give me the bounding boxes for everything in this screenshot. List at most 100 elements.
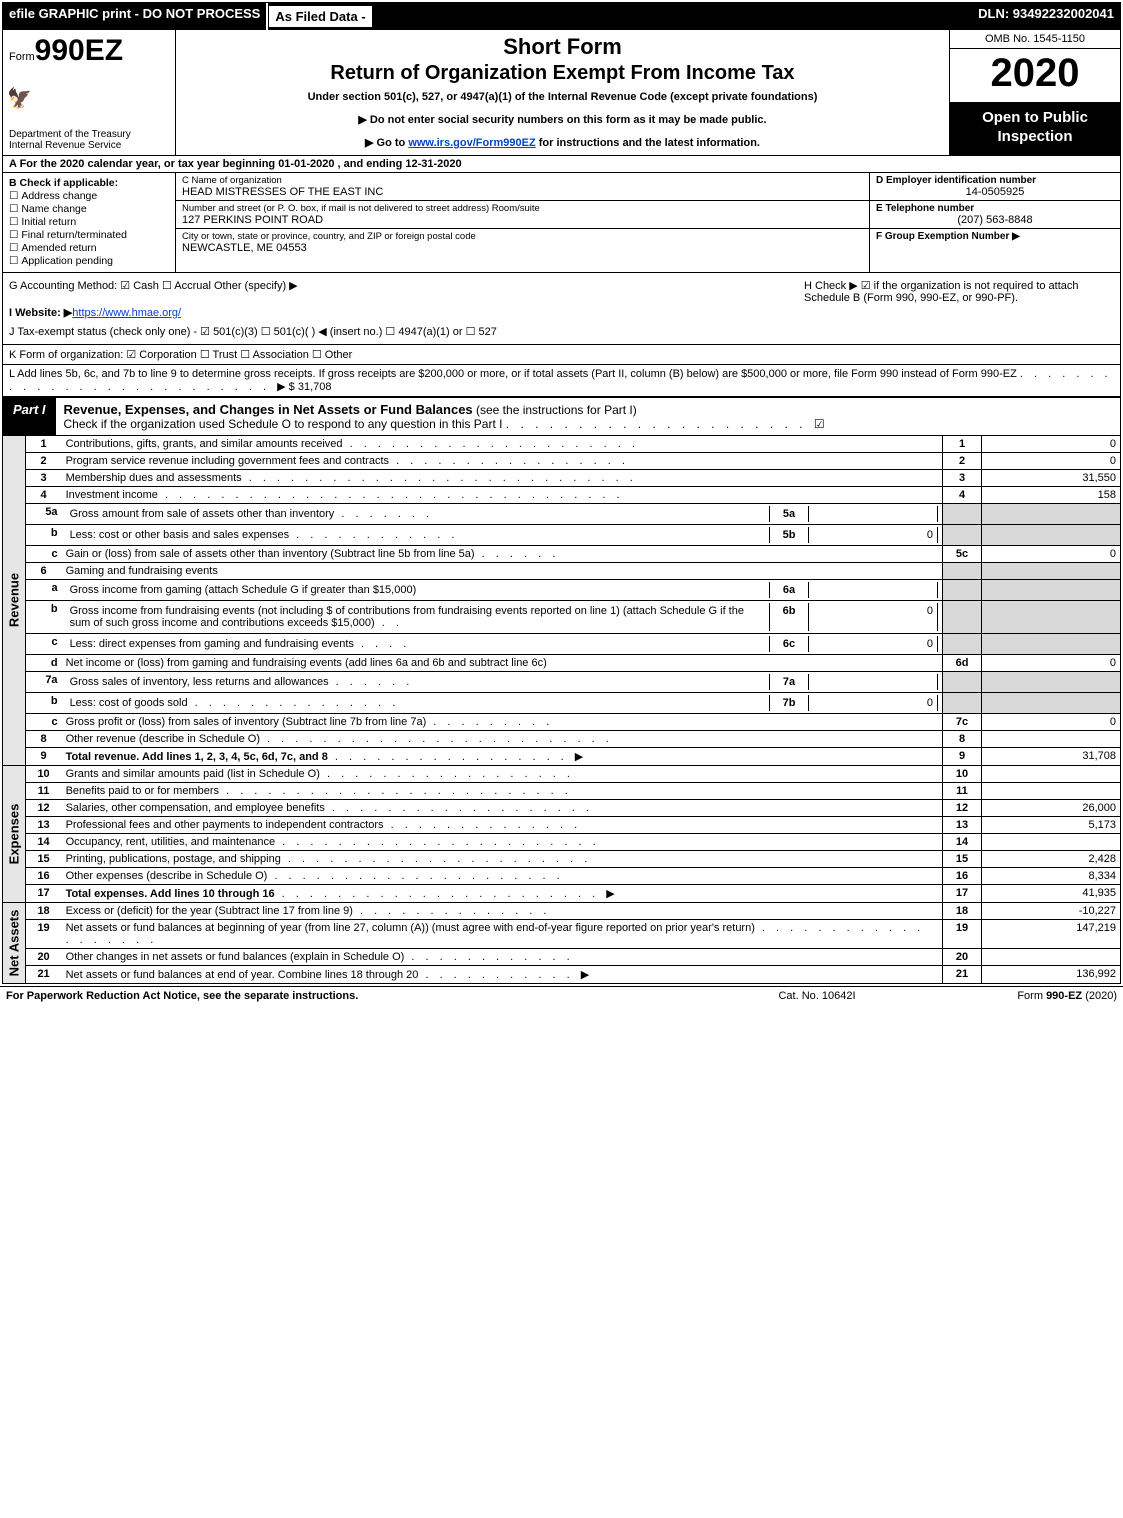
line-5b: b Less: cost or other basis and sales ex… — [26, 524, 1120, 545]
line-7c: cGross profit or (loss) from sales of in… — [26, 713, 1120, 730]
tax-year: 2020 — [950, 49, 1120, 103]
net-assets-section: Net Assets 18Excess or (deficit) for the… — [3, 902, 1120, 983]
org-addr-value: 127 PERKINS POINT ROAD — [182, 214, 863, 226]
dln-label: DLN: 93492232002041 — [972, 3, 1120, 30]
check-address-change[interactable]: ☐ Address change — [9, 190, 169, 202]
expenses-vlabel: Expenses — [3, 766, 26, 902]
part-1-check-mark: ☑ — [814, 417, 825, 431]
expenses-section: Expenses 10Grants and similar amounts pa… — [3, 765, 1120, 902]
irs-link[interactable]: www.irs.gov/Form990EZ — [408, 137, 535, 149]
ein-label: D Employer identification number — [876, 175, 1114, 186]
org-addr-cell: Number and street (or P. O. box, if mail… — [176, 201, 869, 229]
line-20: 20Other changes in net assets or fund ba… — [26, 948, 1120, 965]
open-public-inspection: Open to Public Inspection — [950, 103, 1120, 155]
line-15: 15Printing, publications, postage, and s… — [26, 850, 1120, 867]
goto-instructions: ▶ Go to www.irs.gov/Form990EZ for instru… — [182, 136, 943, 149]
check-name-change[interactable]: ☐ Name change — [9, 203, 169, 215]
row-ghi: G Accounting Method: ☑ Cash ☐ Accrual Ot… — [3, 273, 1120, 345]
line-l-gross-receipts: L Add lines 5b, 6c, and 7b to line 9 to … — [3, 365, 1120, 397]
line-14: 14Occupancy, rent, utilities, and mainte… — [26, 833, 1120, 850]
check-final-return[interactable]: ☐ Final return/terminated — [9, 229, 169, 241]
line-17: 17Total expenses. Add lines 10 through 1… — [26, 884, 1120, 902]
revenue-section: Revenue 1Contributions, gifts, grants, a… — [3, 436, 1120, 765]
line-6b: b Gross income from fundraising events (… — [26, 600, 1120, 633]
line-18: 18Excess or (deficit) for the year (Subt… — [26, 903, 1120, 920]
org-addr-label: Number and street (or P. O. box, if mail… — [182, 203, 863, 214]
box-b-label: B Check if applicable: — [9, 177, 169, 189]
line-6: 6Gaming and fundraising events — [26, 562, 1120, 579]
box-b-checks: B Check if applicable: ☐ Address change … — [3, 173, 176, 272]
form-prefix: Form — [9, 51, 35, 63]
header-left: Form990EZ 🦅 Department of the Treasury I… — [3, 30, 176, 155]
line-6d: dNet income or (loss) from gaming and fu… — [26, 654, 1120, 671]
ein-cell: D Employer identification number 14-0505… — [870, 173, 1120, 201]
line-11: 11Benefits paid to or for members . . . … — [26, 782, 1120, 799]
identity-block: B Check if applicable: ☐ Address change … — [3, 173, 1120, 273]
under-section-text: Under section 501(c), 527, or 4947(a)(1)… — [182, 91, 943, 103]
line-2: 2Program service revenue including gover… — [26, 452, 1120, 469]
ein-value: 14-0505925 — [876, 186, 1114, 198]
top-bar: efile GRAPHIC print - DO NOT PROCESS As … — [3, 3, 1120, 30]
line-12: 12Salaries, other compensation, and empl… — [26, 799, 1120, 816]
org-name-cell: C Name of organization HEAD MISTRESSES O… — [176, 173, 869, 201]
form-footer-id: Form 990-EZ (2020) — [917, 990, 1117, 1002]
line-16: 16Other expenses (describe in Schedule O… — [26, 867, 1120, 884]
short-form-title: Short Form — [182, 34, 943, 60]
part-1-title: Revenue, Expenses, and Changes in Net As… — [56, 398, 833, 435]
org-name-value: HEAD MISTRESSES OF THE EAST INC — [182, 186, 863, 198]
line-k-org-form: K Form of organization: ☑ Corporation ☐ … — [3, 345, 1120, 365]
ssn-warning: ▶ Do not enter social security numbers o… — [182, 113, 943, 126]
line-1: 1Contributions, gifts, grants, and simil… — [26, 436, 1120, 453]
line-j-tax-exempt: J Tax-exempt status (check only one) - ☑… — [9, 325, 792, 338]
line-g-accounting: G Accounting Method: ☑ Cash ☐ Accrual Ot… — [9, 279, 792, 292]
group-exemption-label: F Group Exemption Number ▶ — [876, 231, 1114, 242]
paperwork-notice: For Paperwork Reduction Act Notice, see … — [6, 990, 717, 1002]
header-center: Short Form Return of Organization Exempt… — [176, 30, 949, 155]
line-6a: a Gross income from gaming (attach Sched… — [26, 579, 1120, 600]
line-6c: c Less: direct expenses from gaming and … — [26, 633, 1120, 654]
revenue-vlabel: Revenue — [3, 436, 26, 765]
tel-label: E Telephone number — [876, 203, 1114, 214]
net-assets-table: 18Excess or (deficit) for the year (Subt… — [26, 903, 1120, 983]
dept-treasury: Department of the Treasury Internal Reve… — [9, 129, 131, 151]
line-8: 8Other revenue (describe in Schedule O) … — [26, 730, 1120, 747]
org-city-value: NEWCASTLE, ME 04553 — [182, 242, 863, 254]
website-link[interactable]: https://www.hmae.org/ — [72, 307, 181, 319]
part-1-header: Part I Revenue, Expenses, and Changes in… — [3, 397, 1120, 436]
net-assets-vlabel: Net Assets — [3, 903, 26, 983]
expenses-table: 10Grants and similar amounts paid (list … — [26, 766, 1120, 902]
org-name-label: C Name of organization — [182, 175, 863, 186]
line-3: 3Membership dues and assessments . . . .… — [26, 469, 1120, 486]
return-title: Return of Organization Exempt From Incom… — [182, 62, 943, 85]
box-def: D Employer identification number 14-0505… — [869, 173, 1120, 272]
form-number-big: 990EZ — [35, 34, 123, 67]
line-9: 9Total revenue. Add lines 1, 2, 3, 4, 5c… — [26, 747, 1120, 765]
line-7b: b Less: cost of goods sold . . . . . . .… — [26, 692, 1120, 713]
line-13: 13Professional fees and other payments t… — [26, 816, 1120, 833]
topbar-spacer — [373, 3, 972, 30]
org-city-label: City or town, state or province, country… — [182, 231, 863, 242]
org-city-cell: City or town, state or province, country… — [176, 229, 869, 256]
irs-eagle-icon: 🦅 — [7, 86, 32, 111]
line-l-amount: ▶ $ 31,708 — [277, 381, 331, 393]
revenue-table: 1Contributions, gifts, grants, and simil… — [26, 436, 1120, 765]
line-5c: cGain or (loss) from sale of assets othe… — [26, 545, 1120, 562]
check-application-pending[interactable]: ☐ Application pending — [9, 255, 169, 267]
line-21: 21Net assets or fund balances at end of … — [26, 965, 1120, 983]
form-container: efile GRAPHIC print - DO NOT PROCESS As … — [2, 2, 1121, 984]
check-amended-return[interactable]: ☐ Amended return — [9, 242, 169, 254]
line-19: 19Net assets or fund balances at beginni… — [26, 919, 1120, 948]
line-5a: 5a Gross amount from sale of assets othe… — [26, 503, 1120, 524]
header-right: OMB No. 1545-1150 2020 Open to Public In… — [949, 30, 1120, 155]
part-1-tag: Part I — [3, 398, 56, 435]
efile-notice: efile GRAPHIC print - DO NOT PROCESS — [3, 3, 268, 30]
tel-value: (207) 563-8848 — [876, 214, 1114, 226]
line-a-tax-year: A For the 2020 calendar year, or tax yea… — [3, 156, 1120, 173]
page-footer: For Paperwork Reduction Act Notice, see … — [0, 986, 1123, 1005]
line-4: 4Investment income . . . . . . . . . . .… — [26, 486, 1120, 503]
form-header: Form990EZ 🦅 Department of the Treasury I… — [3, 30, 1120, 156]
line-10: 10Grants and similar amounts paid (list … — [26, 766, 1120, 783]
as-filed-label: As Filed Data - — [268, 5, 372, 28]
tel-cell: E Telephone number (207) 563-8848 — [870, 201, 1120, 229]
check-initial-return[interactable]: ☐ Initial return — [9, 216, 169, 228]
